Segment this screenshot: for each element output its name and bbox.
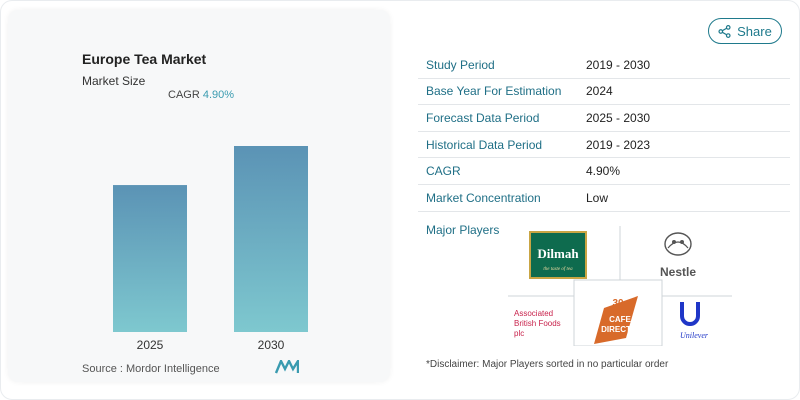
row-value: 2025 - 2030 bbox=[586, 110, 651, 125]
nestle-logo: Nestle bbox=[660, 232, 696, 279]
chart-title: Europe Tea Market bbox=[82, 51, 207, 67]
row-value: Low bbox=[586, 190, 609, 205]
disclaimer-note: *Disclaimer: Major Players sorted in no … bbox=[426, 359, 669, 370]
table-row: Market Concentration Low bbox=[418, 185, 790, 212]
abf-line1: Associated bbox=[514, 309, 553, 318]
row-label: Base Year For Estimation bbox=[426, 84, 562, 99]
cagr-value: 4.90% bbox=[202, 89, 235, 101]
market-size-chart-card: Europe Tea Market Market Size CAGR 4.90%… bbox=[8, 10, 390, 382]
mordor-intelligence-logo-icon bbox=[275, 360, 299, 374]
table-row: CAGR 4.90% bbox=[418, 158, 790, 185]
source-note: Source : Mordor Intelligence bbox=[82, 363, 220, 375]
bar-chart: 2025 2030 bbox=[113, 146, 308, 352]
share-label: Share bbox=[737, 23, 772, 39]
chart-subtitle: Market Size bbox=[82, 74, 146, 88]
x-tick-label: 2030 bbox=[258, 338, 285, 352]
table-row: Forecast Data Period 2025 - 2030 bbox=[418, 105, 790, 132]
row-value: 2024 bbox=[586, 84, 613, 99]
market-snapshot-table: Study Period 2019 - 2030 Base Year For E… bbox=[418, 52, 790, 212]
cagr-readout: CAGR 4.90% bbox=[168, 89, 234, 101]
bar-2030 bbox=[234, 146, 308, 332]
abf-line3: plc bbox=[514, 329, 524, 338]
share-icon bbox=[718, 24, 731, 38]
row-label: Forecast Data Period bbox=[426, 110, 540, 125]
abf-line2: British Foods bbox=[514, 319, 561, 328]
share-button[interactable]: Share bbox=[708, 18, 782, 44]
cafedirect-line2: CAFE bbox=[609, 315, 631, 324]
row-label: Market Concentration bbox=[426, 190, 541, 205]
dilmah-logo: Dilmah the taste of tea bbox=[529, 231, 587, 279]
table-row: Base Year For Estimation 2024 bbox=[418, 79, 790, 106]
dilmah-name: Dilmah bbox=[537, 246, 579, 261]
unilever-logo: Unilever bbox=[680, 302, 709, 340]
associated-british-foods-logo: Associated British Foods plc bbox=[514, 309, 561, 338]
cafedirect-line3: DIRECT bbox=[601, 325, 631, 334]
table-row: Study Period 2019 - 2030 bbox=[418, 52, 790, 79]
cafedirect-logo: 30 CAFE DIRECT bbox=[594, 296, 638, 344]
row-label: Historical Data Period bbox=[426, 137, 543, 152]
unilever-name: Unilever bbox=[680, 331, 709, 340]
x-tick-label: 2025 bbox=[137, 338, 164, 352]
cafedirect-line1: 30 bbox=[612, 298, 624, 309]
cagr-label: CAGR bbox=[168, 89, 200, 101]
row-value: 2019 - 2023 bbox=[586, 137, 651, 152]
table-row: Historical Data Period 2019 - 2023 bbox=[418, 132, 790, 159]
major-players-label: Major Players bbox=[426, 223, 500, 237]
row-label: Study Period bbox=[426, 57, 495, 72]
bar-2025 bbox=[113, 185, 187, 332]
row-label: CAGR bbox=[426, 164, 461, 179]
major-players-logo-grid: Dilmah the taste of tea Nestle Associate… bbox=[508, 226, 732, 346]
dilmah-tagline: the taste of tea bbox=[543, 267, 573, 272]
row-value: 4.90% bbox=[586, 164, 621, 179]
nestle-name: Nestle bbox=[660, 265, 696, 279]
row-value: 2019 - 2030 bbox=[586, 57, 651, 72]
